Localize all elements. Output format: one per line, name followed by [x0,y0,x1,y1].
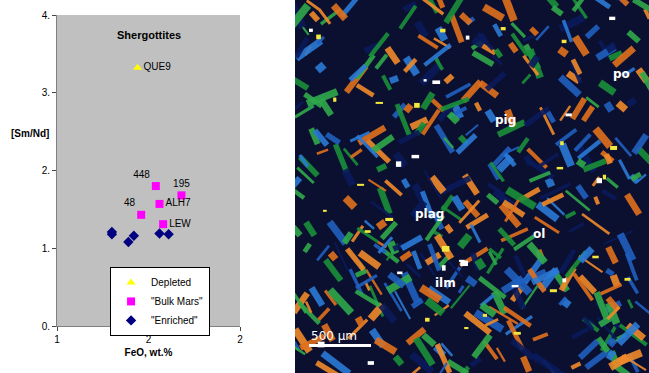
svg-text:LEW: LEW [169,218,191,229]
svg-text:Shergottites: Shergottites [117,29,181,41]
svg-text:Depleted: Depleted [151,277,191,288]
svg-text:2: 2 [145,334,152,345]
svg-text:"Enriched": "Enriched" [151,315,198,326]
svg-text:3.: 3. [42,87,50,98]
svg-text:ol: ol [533,227,545,241]
svg-text:ALH7: ALH7 [165,197,190,208]
svg-text:48: 48 [124,197,136,208]
svg-text:2: 2 [237,334,243,345]
svg-text:plag: plag [415,207,444,221]
svg-text:[Sm/Nd]: [Sm/Nd] [11,128,49,139]
svg-text:2.: 2. [42,165,50,176]
svg-text:448: 448 [133,169,150,180]
svg-text:1.: 1. [42,243,50,254]
svg-text:FeO, wt.%: FeO, wt.% [125,347,173,358]
svg-text:500 μm: 500 μm [311,329,357,343]
svg-text:ilm: ilm [435,276,456,290]
svg-text:4.: 4. [42,10,50,21]
svg-text:0.: 0. [42,321,50,332]
svg-text:pig: pig [495,113,516,127]
svg-text:po: po [613,67,630,81]
svg-text:QUE9: QUE9 [144,61,172,72]
svg-text:1: 1 [54,334,60,345]
svg-text:"Bulk Mars": "Bulk Mars" [151,296,203,307]
svg-text:195: 195 [173,178,190,189]
